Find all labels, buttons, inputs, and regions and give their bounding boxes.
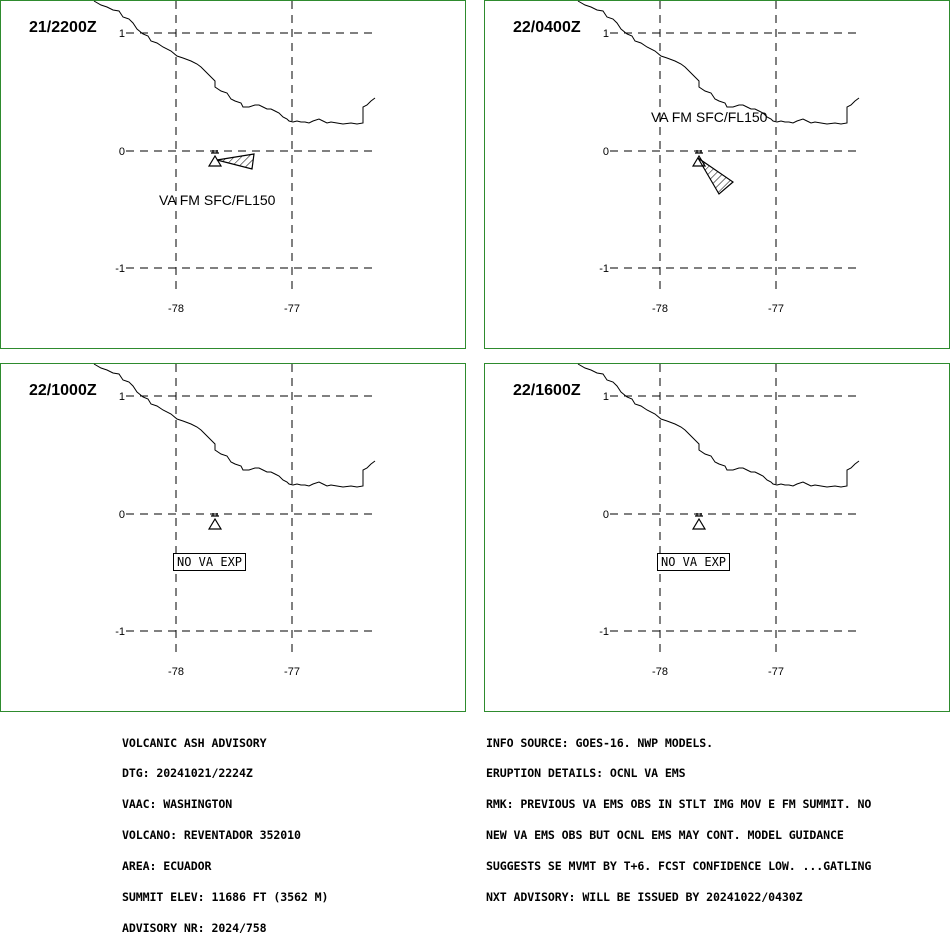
forecast-panel-4: 1 0 -1 -78 -77 22/1600Z NO VA EXP <box>484 363 950 712</box>
advisory-line: ERUPTION DETAILS: OCNL VA EMS <box>486 766 686 781</box>
volcano-icon <box>207 513 223 530</box>
lat-tick-label: 0 <box>603 509 609 521</box>
advisory-line: SUMMIT ELEV: 11686 FT (3562 M) <box>122 890 329 905</box>
panel-time: 22/1000Z <box>29 382 97 399</box>
forecast-panel-2: 1 0 -1 -78 -77 VA FM SFC/FL150 22/0400Z <box>484 0 950 349</box>
advisory-line: VOLCANO: REVENTADOR 352010 <box>122 828 301 843</box>
lon-tick-label: -78 <box>652 303 668 315</box>
advisory-text-right: INFO SOURCE: GOES-16. NWP MODELS. ERUPTI… <box>486 717 871 913</box>
forecast-panel-1: 1 0 -1 -78 -77 VA FM SFC/FL150 21/2200Z <box>0 0 466 349</box>
va-cloud-label: VA FM SFC/FL150 <box>159 192 276 208</box>
va-cloud-label: VA FM SFC/FL150 <box>651 109 768 125</box>
lat-tick-label: 0 <box>119 146 125 158</box>
lon-tick-label: -78 <box>652 666 668 678</box>
advisory-line: INFO SOURCE: GOES-16. NWP MODELS. <box>486 735 714 750</box>
lon-tick-label: -78 <box>168 666 184 678</box>
advisory-line: SUGGESTS SE MVMT BY T+6. FCST CONFIDENCE… <box>486 859 872 874</box>
forecast-panel-3: 1 0 -1 -78 -77 22/1000Z NO VA EXP <box>0 363 466 712</box>
lat-tick-label: -1 <box>115 263 125 275</box>
coastline <box>577 0 860 125</box>
lon-tick-label: -77 <box>768 666 784 678</box>
lon-tick-label: -77 <box>284 303 300 315</box>
panel-time: 22/1600Z <box>513 382 581 399</box>
advisory-text-left: VOLCANIC ASH ADVISORY DTG: 20241021/2224… <box>122 717 329 944</box>
lat-tick-label: 1 <box>603 391 609 403</box>
lon-tick-label: -78 <box>168 303 184 315</box>
ash-cloud-polygon <box>216 153 255 170</box>
advisory-line: NEW VA EMS OBS BUT OCNL EMS MAY CONT. MO… <box>486 828 844 843</box>
volcano-icon <box>691 513 707 530</box>
coastline <box>577 363 860 488</box>
map-canvas: 1 0 -1 -78 -77 <box>577 363 860 678</box>
ash-cloud-polygon <box>697 157 734 195</box>
lon-tick-label: -77 <box>284 666 300 678</box>
map-canvas: 1 0 -1 -78 -77 VA FM SFC/FL150 <box>93 0 376 315</box>
no-va-exp-box: NO VA EXP <box>657 553 731 571</box>
lat-tick-label: 1 <box>603 28 609 40</box>
panel-time: 22/0400Z <box>513 19 581 36</box>
advisory-line: RMK: PREVIOUS VA EMS OBS IN STLT IMG MOV… <box>486 797 872 812</box>
lon-tick-label: -77 <box>768 303 784 315</box>
lat-tick-label: 1 <box>119 28 125 40</box>
lat-tick-label: -1 <box>599 626 609 638</box>
volcano-icon <box>207 150 223 167</box>
lat-tick-label: 1 <box>119 391 125 403</box>
lat-tick-label: 0 <box>119 509 125 521</box>
coastline <box>93 363 376 488</box>
advisory-line: AREA: ECUADOR <box>122 859 212 874</box>
map-canvas: 1 0 -1 -78 -77 VA FM SFC/FL150 <box>577 0 860 315</box>
coastline <box>93 0 376 125</box>
no-va-exp-box: NO VA EXP <box>173 553 247 571</box>
advisory-line: ADVISORY NR: 2024/758 <box>122 920 267 935</box>
lat-tick-label: -1 <box>599 263 609 275</box>
advisory-line: NXT ADVISORY: WILL BE ISSUED BY 20241022… <box>486 890 803 905</box>
map-canvas: 1 0 -1 -78 -77 <box>93 363 376 678</box>
advisory-line: VAAC: WASHINGTON <box>122 797 233 812</box>
lat-tick-label: -1 <box>115 626 125 638</box>
advisory-line: VOLCANIC ASH ADVISORY <box>122 735 267 750</box>
panel-time: 21/2200Z <box>29 19 97 36</box>
lat-tick-label: 0 <box>603 146 609 158</box>
advisory-line: DTG: 20241021/2224Z <box>122 766 253 781</box>
